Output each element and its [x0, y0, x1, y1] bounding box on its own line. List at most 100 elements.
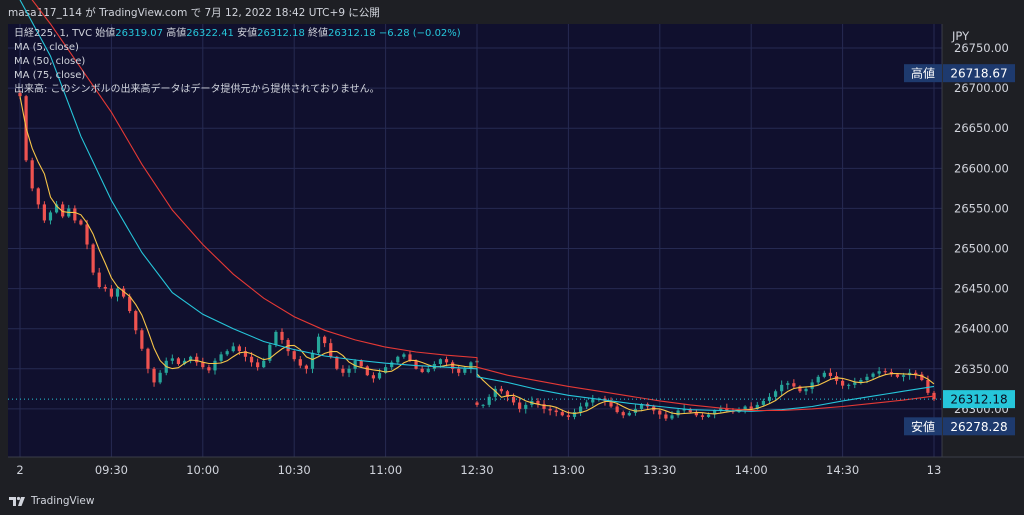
candle-body — [146, 348, 150, 369]
x-tick-label: 09:30 — [95, 463, 128, 477]
candle-body — [658, 410, 662, 415]
candle-body — [847, 384, 851, 386]
candle-body — [572, 412, 577, 417]
candle-body — [414, 360, 418, 369]
candle-body — [304, 365, 308, 369]
candle-body — [213, 360, 217, 371]
candle-body — [152, 368, 156, 383]
ma75-legend[interactable]: MA (75, close) — [14, 70, 86, 81]
candle-body — [347, 368, 351, 373]
candle-body — [901, 375, 906, 377]
candle-body — [195, 356, 199, 363]
candle-body — [664, 414, 668, 419]
candle-body — [30, 160, 34, 189]
candle-body — [438, 359, 443, 364]
ohlc-row: 日経225, 1, TVC 始値26319.07 高値26322.41 安値26… — [14, 27, 461, 41]
candle-body — [895, 374, 900, 377]
candle-body — [798, 386, 802, 392]
candle-body — [48, 212, 53, 221]
candle-body — [377, 372, 382, 379]
candle-body — [694, 412, 698, 416]
candle-body — [914, 372, 918, 375]
brand-label: TradingView — [31, 495, 95, 507]
candle-body — [761, 400, 765, 405]
y-tick-label: 26600.00 — [954, 161, 1009, 175]
candle-body — [353, 360, 357, 369]
price-tag-label-box — [904, 417, 942, 436]
candle-body — [243, 351, 248, 357]
change-value: −6.28 (−0.02%) — [378, 28, 461, 39]
candle-body — [743, 406, 747, 410]
currency-label: JPY — [951, 29, 970, 43]
candle-body — [749, 406, 753, 409]
candle-body — [585, 402, 589, 407]
symbol-label[interactable]: 日経225, 1, TVC — [14, 28, 93, 39]
candle-body — [822, 372, 826, 377]
candle-body — [676, 410, 680, 416]
candle-body — [493, 388, 497, 397]
x-tick-label: 10:00 — [186, 463, 219, 477]
price-tag-last: 26312.18 — [943, 390, 1015, 409]
candle-body — [548, 408, 552, 411]
candle-body — [189, 356, 193, 361]
candle-body — [639, 404, 644, 409]
candle-body — [274, 331, 278, 345]
candle-body — [298, 359, 302, 366]
candle-body — [767, 396, 772, 401]
candle-body — [518, 402, 522, 409]
x-tick-label: 14:30 — [826, 463, 859, 477]
candle-body — [713, 410, 717, 415]
candle-body — [609, 400, 613, 407]
ma5-legend[interactable]: MA (5, close) — [14, 42, 79, 53]
candle-body — [706, 414, 711, 417]
candle-body — [853, 382, 857, 385]
candle-body — [73, 208, 77, 221]
candle-body — [481, 404, 485, 406]
candle-body — [524, 404, 528, 409]
publish-caption: masa117_114 が TradingView.com で 7月 12, 2… — [8, 7, 380, 19]
candle-body — [725, 408, 729, 411]
candle-body — [621, 412, 625, 416]
candle-body — [207, 367, 211, 371]
candle-body — [786, 383, 790, 385]
candle-body — [280, 331, 284, 340]
candle-body — [310, 352, 315, 369]
candle-body — [408, 354, 412, 361]
candle-body — [365, 366, 369, 376]
candle-body — [670, 415, 674, 419]
candle-body — [487, 396, 491, 405]
candle-body — [560, 412, 564, 416]
candle-body — [499, 388, 503, 392]
candle-body — [932, 392, 936, 400]
candle-body — [877, 371, 881, 374]
candle-body — [682, 408, 686, 411]
close-value: 26312.18 — [328, 28, 376, 39]
chart-legend: 日経225, 1, TVC 始値26319.07 高値26322.41 安値26… — [14, 27, 461, 97]
price-tag-value-box — [943, 417, 1015, 436]
candle-body — [469, 362, 473, 369]
candle-body — [18, 92, 22, 97]
candle-body — [719, 408, 723, 411]
candle-body — [237, 346, 241, 352]
tradingview-brand[interactable]: TradingView — [8, 494, 94, 508]
candle-body — [451, 362, 455, 369]
candle-body — [109, 288, 114, 297]
candle-body — [390, 362, 394, 368]
candle-body — [42, 204, 46, 221]
candle-body — [85, 224, 89, 245]
candle-body — [231, 346, 235, 352]
candle-body — [444, 359, 449, 363]
ma50-legend[interactable]: MA (50, close) — [14, 56, 86, 67]
candle-body — [316, 336, 321, 353]
candle-body — [426, 368, 430, 373]
moving-average-line — [31, 0, 935, 412]
publish-caption-bar: masa117_114 が TradingView.com で 7月 12, 2… — [0, 0, 1024, 24]
candle-body — [176, 358, 181, 364]
candle-body — [402, 354, 406, 357]
price-tag-label: 安値 — [911, 419, 935, 434]
candle-body — [804, 388, 808, 392]
price-tag-high: 高値 26718.67 — [904, 64, 1015, 83]
candle-body — [219, 354, 223, 361]
candle-body — [542, 404, 546, 409]
